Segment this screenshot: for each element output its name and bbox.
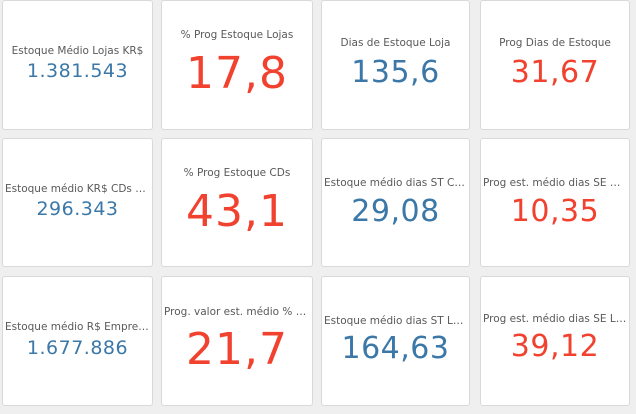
kpi-tile-estoque-medio-dias-st-cds[interactable]: Estoque médio dias ST CDs + … 29,08: [321, 138, 470, 267]
kpi-value: 39,12: [510, 329, 600, 364]
kpi-value: 1.381.543: [26, 60, 129, 82]
kpi-label: Prog est. médio dias SE LMB: [483, 313, 629, 325]
kpi-tile-prog-est-medio-dias-se-cds[interactable]: Prog est. médio dias SE CDs + … 10,35: [480, 138, 630, 267]
kpi-value: 17,8: [186, 48, 288, 99]
kpi-value: 1.677.886: [26, 337, 129, 359]
kpi-label: Prog Dias de Estoque: [499, 37, 611, 49]
kpi-value: 43,1: [186, 186, 288, 237]
kpi-value: 29,08: [351, 194, 440, 229]
kpi-label: % Prog Estoque CDs: [183, 167, 291, 179]
kpi-label: Estoque médio dias ST LMB: [324, 315, 469, 327]
kpi-value: 135,6: [351, 55, 440, 90]
kpi-tile-prog-dias-estoque[interactable]: Prog Dias de Estoque 31,67: [480, 0, 630, 130]
kpi-label: Estoque médio KR$ CDs + Pla…: [5, 183, 152, 195]
kpi-tile-estoque-medio-lojas[interactable]: Estoque Médio Lojas KR$ 1.381.543: [2, 0, 153, 130]
kpi-label: Estoque Médio Lojas KR$: [11, 45, 144, 57]
kpi-tile-estoque-medio-cds[interactable]: Estoque médio KR$ CDs + Pla… 296.343: [2, 138, 153, 267]
kpi-label: % Prog Estoque Lojas: [180, 29, 294, 41]
kpi-label: Prog est. médio dias SE CDs + …: [483, 177, 629, 189]
kpi-label: Estoque médio dias ST CDs + …: [324, 177, 469, 189]
kpi-tile-prog-est-medio-dias-se-lmb[interactable]: Prog est. médio dias SE LMB 39,12: [480, 276, 630, 406]
kpi-tile-dias-estoque-loja[interactable]: Dias de Estoque Loja 135,6: [321, 0, 470, 130]
kpi-label: Dias de Estoque Loja: [340, 37, 451, 49]
kpi-tile-prog-estoque-cds[interactable]: % Prog Estoque CDs 43,1: [161, 138, 313, 267]
kpi-label: Prog. valor est. médio % LMB: [164, 306, 312, 318]
kpi-value: 296.343: [36, 198, 119, 220]
kpi-tile-prog-estoque-lojas[interactable]: % Prog Estoque Lojas 17,8: [161, 0, 313, 130]
kpi-value: 31,67: [510, 55, 600, 90]
kpi-tile-estoque-medio-empresa[interactable]: Estoque médio R$ Empresa L… 1.677.886: [2, 276, 153, 406]
kpi-tile-estoque-medio-dias-st-lmb[interactable]: Estoque médio dias ST LMB 164,63: [321, 276, 470, 406]
kpi-value: 164,63: [341, 331, 450, 366]
kpi-tile-prog-valor-est-medio-lmb[interactable]: Prog. valor est. médio % LMB 21,7: [161, 276, 313, 406]
kpi-label: Estoque médio R$ Empresa L…: [5, 321, 152, 333]
kpi-value: 10,35: [510, 194, 600, 229]
kpi-value: 21,7: [186, 324, 288, 375]
